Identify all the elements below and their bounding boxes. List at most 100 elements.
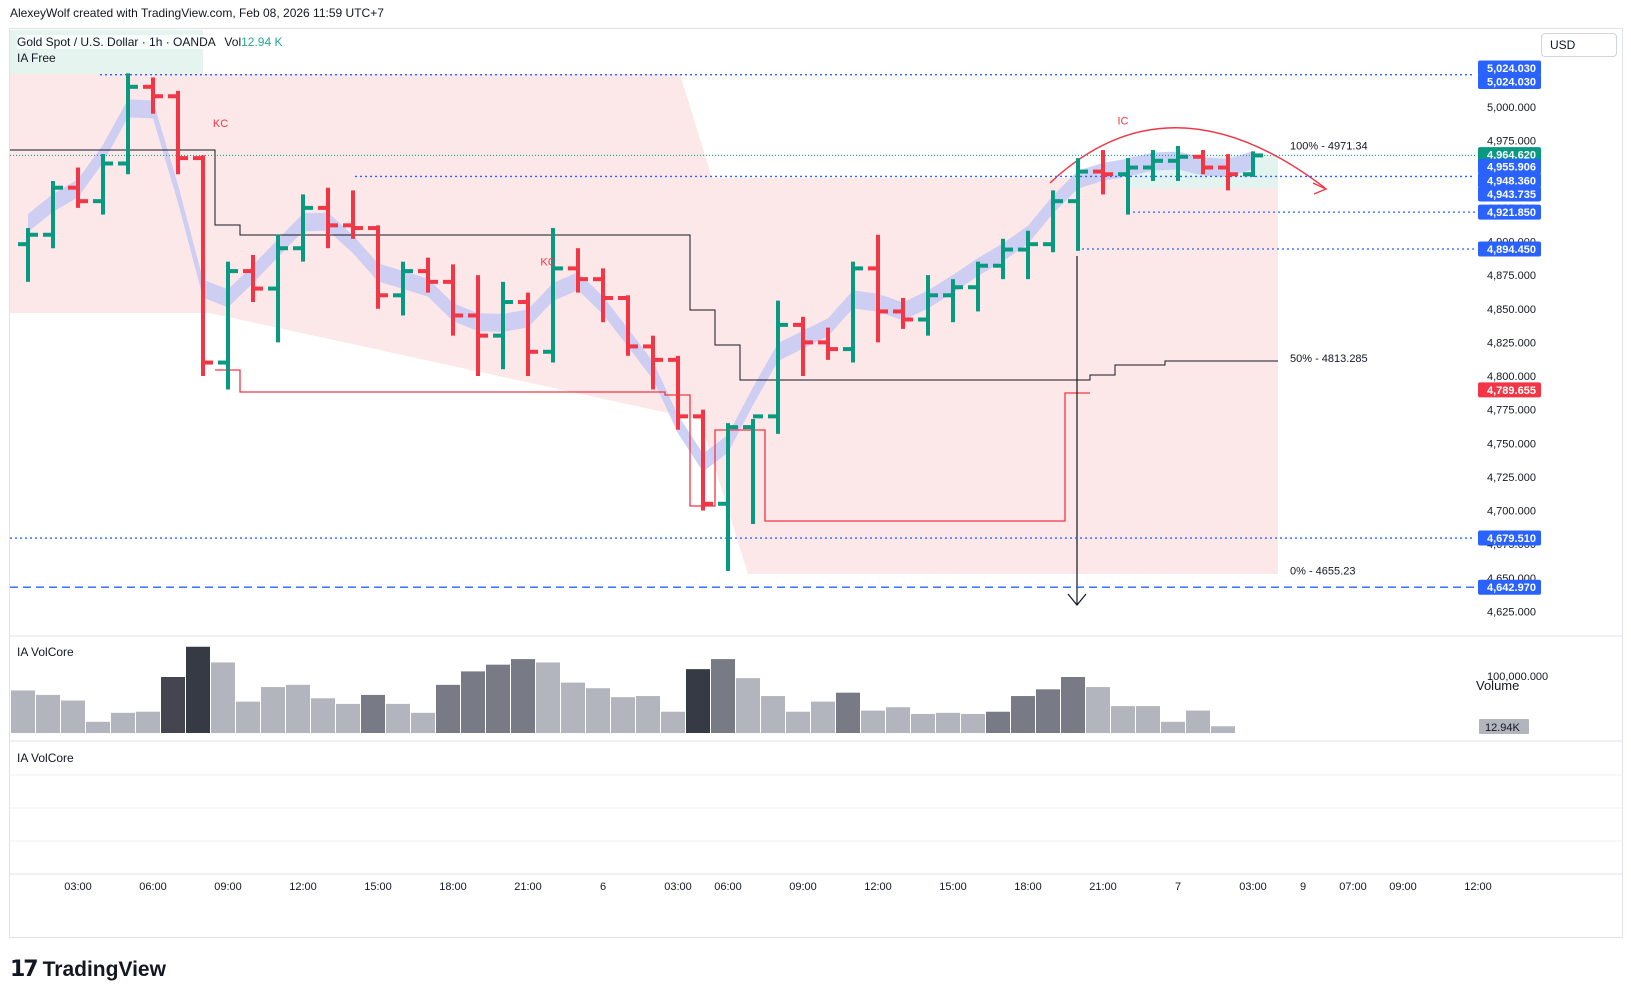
pane-separators: [10, 635, 1622, 875]
tradingview-logo[interactable]: 17 TradingView: [10, 957, 166, 982]
step-line-black: [10, 149, 1278, 381]
volume-bar-3: [86, 721, 110, 733]
volcore-pane-label-1[interactable]: IA VolCore: [17, 645, 74, 659]
volume-bar-45: [1136, 706, 1160, 733]
price-badge-9: 4,679.510: [1478, 530, 1541, 546]
volume-bar-4: [111, 712, 135, 733]
price-badge-bg: [1478, 530, 1541, 546]
volume-bar-26: [661, 711, 685, 733]
price-badge-1: 5,024.030: [1478, 73, 1541, 89]
volume-last-label: 12.94K: [1485, 722, 1521, 734]
ohlc-bar-8: [218, 261, 238, 390]
chart-frame: [9, 28, 1623, 938]
price-badge-2: 4,964.620: [1478, 147, 1541, 163]
volume-title: Volume: [1476, 678, 1520, 693]
tradingview-wordmark: TradingView: [42, 957, 166, 981]
volume-bar-33: [836, 692, 860, 733]
price-badge-8: 4,789.655: [1478, 382, 1541, 398]
curve-arrow: [1049, 127, 1326, 189]
ohlc-bar-48: [1218, 154, 1238, 191]
ohlc-bar-16: [418, 257, 438, 293]
volume-bar-32: [811, 701, 835, 733]
volcore-pane-label-2[interactable]: IA VolCore: [17, 751, 74, 765]
annotation-ic-2: IC: [1118, 115, 1129, 127]
x-tick-label-0: 03:00: [64, 881, 92, 893]
volume-axis-label: 100,000.000: [1487, 671, 1548, 683]
annotation-kc-1: KC: [540, 257, 555, 269]
price-badge-text: 4,789.655: [1487, 385, 1536, 397]
volume-last-label-bg: [1479, 719, 1529, 734]
price-badge-bg: [1478, 60, 1541, 76]
volume-bar-34: [861, 710, 885, 733]
ohlc-bar-14: [368, 225, 388, 309]
ohlc-bar-0: [18, 228, 38, 282]
x-tick-label-10: 09:00: [789, 881, 817, 893]
volume-bar-47: [1186, 710, 1210, 733]
price-badge-bg: [1478, 73, 1541, 89]
y-tick-label-7: 4,800.000: [1487, 371, 1536, 383]
ohlc-bar-25: [643, 335, 663, 390]
ohlc-bar-7: [193, 155, 213, 376]
price-badge-bg: [1478, 186, 1541, 202]
price-badge-bg: [1478, 204, 1541, 220]
price-badge-text: 5,024.030: [1487, 63, 1536, 75]
volume-bar-15: [386, 703, 410, 733]
symbol-legend[interactable]: Gold Spot / U.S. Dollar · 1h · OANDA Vol…: [17, 35, 283, 49]
volume-bar-28: [711, 659, 735, 733]
ohlc-bar-44: [1118, 158, 1138, 215]
volume-bar-25: [636, 696, 660, 733]
y-tick-label-1: 4,975.000: [1487, 136, 1536, 148]
volume-bar-13: [336, 703, 360, 733]
indicator-legend[interactable]: IA Free: [17, 51, 56, 65]
ohlc-bar-9: [243, 254, 263, 303]
ohlc-bar-15: [393, 261, 413, 316]
volume-bar-48: [1211, 726, 1235, 733]
volume-bar-43: [1086, 687, 1110, 733]
volume-bar-44: [1111, 706, 1135, 733]
ohlc-bar-22: [568, 248, 588, 293]
x-tick-label-15: 7: [1175, 881, 1181, 893]
ohlc-bar-33: [843, 261, 863, 363]
volume-bar-41: [1036, 689, 1060, 733]
ohlc-bar-23: [593, 268, 613, 323]
price-badge-bg: [1478, 172, 1541, 188]
volume-bar-37: [936, 712, 960, 733]
ohlc-bar-28: [718, 423, 738, 572]
ohlc-bar-49: [1243, 151, 1263, 177]
volume-bar-14: [361, 694, 385, 733]
ohlc-bar-34: [868, 234, 888, 343]
x-tick-label-18: 07:00: [1339, 881, 1367, 893]
y-tick-label-6: 4,825.000: [1487, 337, 1536, 349]
volume-bar-17: [436, 684, 460, 733]
ohlc-bar-13: [343, 190, 363, 239]
volume-bar-22: [561, 682, 585, 733]
tradingview-logo-icon: 17: [10, 957, 39, 982]
volume-bar-11: [286, 684, 310, 733]
x-tick-label-2: 09:00: [214, 881, 242, 893]
y-tick-label-11: 4,700.000: [1487, 506, 1536, 518]
volume-bar-7: [186, 646, 210, 733]
ohlc-bar-21: [543, 228, 563, 363]
price-badge-text: 4,948.360: [1487, 175, 1536, 187]
y-tick-label-0: 5,000.000: [1487, 102, 1536, 114]
vol-label: Vol: [224, 35, 242, 49]
volume-bar-39: [986, 711, 1010, 733]
price-badge-text: 4,943.735: [1487, 189, 1536, 201]
currency-button[interactable]: USD: [1541, 33, 1617, 57]
ohlc-bar-6: [168, 90, 188, 175]
annotations-layer: KC KC IC 100% - 4971.34 50% - 4813.285 0% - 4…: [213, 115, 1368, 577]
ohlc-bar-19: [493, 281, 513, 370]
volume-bar-9: [236, 701, 260, 733]
volume-bar-31: [786, 711, 810, 733]
volume-bar-8: [211, 662, 235, 733]
y-tick-label-5: 4,850.000: [1487, 304, 1536, 316]
ohlc-bar-11: [293, 194, 313, 262]
ohlc-bar-40: [1018, 230, 1038, 280]
price-badge-bg: [1478, 382, 1541, 398]
price-badge-text: 4,679.510: [1487, 533, 1536, 545]
price-badge-text: 4,964.620: [1487, 150, 1536, 162]
volume-bar-21: [536, 662, 560, 733]
vol-value: 12.94 K: [241, 35, 283, 49]
volume-bar-38: [961, 713, 985, 733]
